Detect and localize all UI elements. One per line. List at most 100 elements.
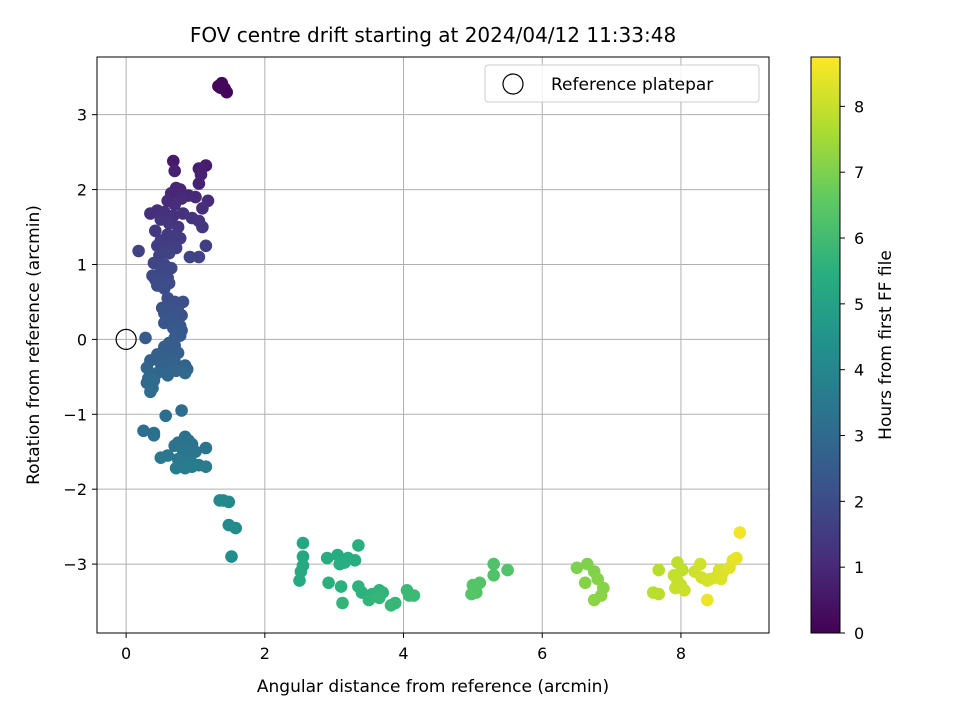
data-point	[296, 550, 310, 563]
data-point	[144, 207, 157, 220]
reference-platepar-marker	[115, 328, 137, 350]
data-point	[185, 460, 199, 474]
x-tick-label: 0	[121, 644, 131, 663]
data-point	[733, 526, 747, 539]
data-point	[320, 551, 334, 565]
y-tick-label: −1	[63, 405, 87, 424]
data-point	[407, 589, 421, 602]
data-point	[348, 554, 362, 567]
grid-lines	[97, 57, 769, 633]
legend-label: Reference platepar	[551, 75, 713, 95]
x-axis-ticks: 0 2 4 6 8	[121, 633, 686, 663]
data-point	[164, 261, 178, 275]
data-point	[139, 331, 152, 345]
y-tick-label: −2	[63, 480, 87, 499]
data-point	[144, 385, 157, 399]
data-point	[296, 536, 310, 550]
data-point	[140, 361, 154, 375]
data-point	[168, 198, 181, 211]
colorbar-tick-label: 2	[854, 492, 864, 511]
data-point	[192, 177, 206, 190]
y-axis-ticks: −3 −2 −1 0 1 2 3	[63, 106, 97, 574]
data-point	[487, 569, 501, 582]
data-point	[214, 81, 227, 94]
colorbar-tick-label: 7	[854, 163, 864, 182]
y-tick-label: −3	[63, 555, 87, 574]
colorbar-tick-label: 0	[854, 624, 864, 643]
data-points	[132, 76, 747, 612]
data-point	[388, 596, 402, 610]
colorbar-tick-label: 8	[854, 97, 864, 116]
data-point	[147, 256, 161, 270]
x-tick-label: 6	[537, 644, 547, 663]
data-point	[701, 593, 714, 607]
data-point	[487, 557, 501, 571]
legend-open-circle-marker	[502, 73, 524, 95]
data-point	[652, 563, 665, 577]
data-point	[229, 521, 242, 535]
reference-marker	[115, 328, 137, 350]
colorbar-tick-label: 6	[854, 229, 864, 248]
data-point	[147, 429, 161, 442]
data-point	[161, 369, 174, 382]
x-tick-label: 8	[676, 644, 686, 663]
data-point	[132, 244, 145, 258]
data-point	[175, 404, 188, 417]
data-point	[137, 424, 150, 438]
data-point	[694, 557, 707, 571]
data-point	[293, 574, 306, 587]
data-point	[336, 596, 349, 610]
data-point	[678, 584, 691, 597]
data-point	[199, 460, 213, 474]
data-point	[168, 164, 181, 178]
colorbar-tick-label: 3	[854, 427, 864, 446]
data-point	[169, 461, 183, 475]
data-point	[189, 190, 202, 204]
data-point	[578, 576, 592, 590]
x-axis-label: Angular distance from reference (arcmin)	[257, 677, 609, 697]
data-point	[352, 539, 365, 552]
x-tick-label: 4	[398, 644, 408, 663]
data-point	[199, 441, 213, 455]
data-point	[730, 551, 743, 565]
data-point	[322, 576, 335, 590]
y-axis-label: Rotation from reference (arcmin)	[24, 205, 44, 485]
data-point	[570, 561, 584, 575]
y-tick-label: 3	[77, 106, 87, 125]
data-point	[167, 154, 180, 168]
data-point	[333, 557, 347, 571]
data-point	[587, 593, 601, 607]
data-point	[373, 591, 386, 605]
data-point	[362, 593, 376, 607]
data-point	[183, 250, 197, 264]
data-point	[225, 550, 238, 563]
data-point	[714, 572, 728, 586]
data-point	[149, 224, 162, 238]
y-tick-label: 2	[77, 181, 87, 200]
data-point	[465, 587, 478, 601]
data-point	[162, 246, 176, 260]
plot-frame	[96, 56, 770, 634]
data-point	[652, 587, 665, 601]
data-point	[154, 451, 168, 465]
colorbar-label: Hours from first FF file	[876, 250, 896, 440]
data-point	[222, 495, 236, 509]
colorbar-gradient	[810, 56, 841, 634]
x-tick-label: 2	[260, 644, 270, 663]
legend: Reference platepar	[484, 64, 760, 103]
colorbar-tick-label: 1	[854, 558, 864, 577]
data-point	[199, 239, 213, 253]
y-tick-label: 1	[77, 255, 87, 274]
data-point	[159, 409, 172, 423]
colorbar-tick-label: 4	[854, 361, 864, 380]
data-point	[196, 202, 209, 215]
colorbar: 0 1 2 3 4 5 6 7 8 Hours from first FF file	[810, 56, 896, 643]
y-tick-label: 0	[77, 330, 87, 349]
data-point	[158, 282, 171, 295]
colorbar-tick-label: 5	[854, 295, 864, 314]
data-point	[192, 250, 206, 264]
chart-title: FOV centre drift starting at 2024/04/12 …	[190, 23, 676, 47]
data-point	[196, 220, 209, 234]
legend-box	[484, 64, 760, 103]
